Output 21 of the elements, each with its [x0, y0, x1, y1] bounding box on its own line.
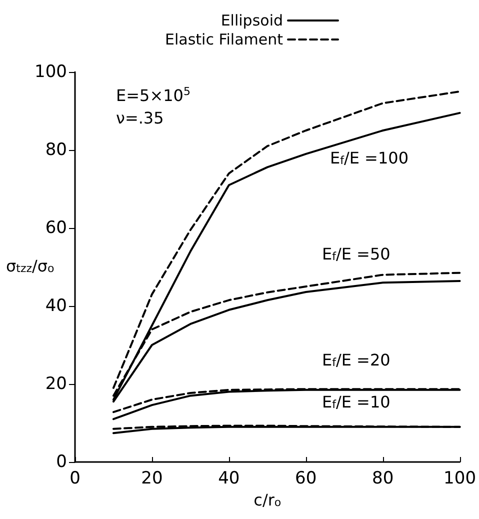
y-axis-title: σtzz/σo [6, 256, 55, 276]
x-tick-label: 80 [372, 468, 394, 488]
x-tick-label: 20 [141, 468, 163, 488]
y-tick-label: 0 [56, 452, 67, 472]
x-tick-label: 40 [218, 468, 240, 488]
y-tick-label: 60 [45, 218, 67, 238]
y-tick-label: 40 [45, 296, 67, 316]
y-tick-label: 100 [34, 62, 67, 82]
x-tick-label: 0 [70, 468, 80, 488]
annotation: Ef/E =100 [330, 148, 409, 168]
legend-label: Ellipsoid [220, 12, 284, 30]
y-tick-label: 80 [45, 140, 67, 160]
legend-label: Elastic Filament [164, 30, 284, 48]
annotation: Ef/E =20 [322, 350, 390, 370]
x-axis-title: c/ro [254, 490, 282, 510]
annotation: ν=.35 [116, 108, 164, 128]
annotation: Ef/E =10 [322, 392, 390, 412]
x-tick-label: 60 [295, 468, 317, 488]
x-tick-label: 100 [444, 468, 476, 488]
annotation: Ef/E =50 [322, 244, 390, 264]
y-tick-label: 20 [45, 374, 67, 394]
